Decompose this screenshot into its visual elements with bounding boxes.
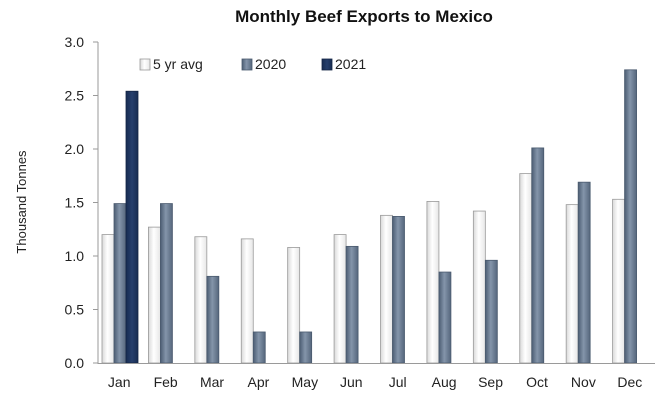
y-tick-label: 3.0 xyxy=(65,34,85,50)
x-tick-label: Mar xyxy=(200,374,224,390)
y-tick-label: 0.5 xyxy=(65,302,85,318)
bar-2020-jan xyxy=(113,203,127,364)
bar-5-yr-avg-nov xyxy=(565,204,579,364)
x-tick-label: Dec xyxy=(617,374,642,390)
x-tick-label: May xyxy=(292,374,318,390)
x-tick-label: Jun xyxy=(340,374,363,390)
bar-2020-aug xyxy=(438,271,452,364)
y-tick-label: 0.0 xyxy=(65,355,85,371)
chart-title: Monthly Beef Exports to Mexico xyxy=(235,7,493,26)
x-tick-label: Jul xyxy=(389,374,407,390)
legend-swatch xyxy=(241,58,253,71)
bar-2020-mar xyxy=(206,275,220,364)
y-tick-label: 2.5 xyxy=(65,88,85,104)
bar-5-yr-avg-jan xyxy=(101,234,115,364)
bars xyxy=(101,69,637,364)
y-tick-label: 2.0 xyxy=(65,141,85,157)
bar-2020-oct xyxy=(531,147,545,364)
bar-5-yr-avg-oct xyxy=(519,173,533,364)
x-tick-label: Nov xyxy=(571,374,596,390)
bar-2021-jan xyxy=(125,90,139,364)
bar-5-yr-avg-sep xyxy=(472,210,486,364)
bar-5-yr-avg-jun xyxy=(333,234,347,364)
y-axis-ticks: 0.0 0.5 1.0 1.5 2.0 2.5 3.0 xyxy=(65,34,98,371)
x-tick-label: Feb xyxy=(154,374,178,390)
x-tick-label: Apr xyxy=(248,374,270,390)
y-axis-label: Thousand Tonnes xyxy=(14,150,29,254)
legend: 5 yr avg 2020 2021 xyxy=(139,56,366,72)
legend-swatch xyxy=(321,58,333,71)
bar-5-yr-avg-dec xyxy=(612,198,625,364)
x-tick-label: Oct xyxy=(526,374,548,390)
x-axis-ticks: Jan Feb Mar Apr May Jun Jul Aug Sep Oct Nov Dec xyxy=(108,374,642,390)
legend-label: 2020 xyxy=(255,56,286,72)
bar-2020-feb xyxy=(160,203,173,364)
x-tick-label: Sep xyxy=(478,374,503,390)
bar-5-yr-avg-jul xyxy=(380,214,393,364)
y-tick-label: 1.0 xyxy=(65,248,85,264)
y-tick-label: 1.5 xyxy=(65,195,85,211)
bar-5-yr-avg-mar xyxy=(194,236,208,364)
bar-2020-dec xyxy=(624,69,637,364)
x-tick-label: Aug xyxy=(432,374,457,390)
bar-5-yr-avg-apr xyxy=(240,238,254,364)
legend-swatch xyxy=(139,58,151,71)
legend-label: 5 yr avg xyxy=(153,56,203,72)
bar-2020-jun xyxy=(345,245,359,364)
bar-2020-may xyxy=(299,331,313,364)
bar-2020-sep xyxy=(484,259,498,364)
bar-5-yr-avg-aug xyxy=(426,201,440,364)
legend-label: 2021 xyxy=(335,56,366,72)
bar-2020-apr xyxy=(252,331,266,364)
bar-2020-jul xyxy=(392,216,405,364)
bar-5-yr-avg-feb xyxy=(148,226,161,364)
x-tick-label: Jan xyxy=(108,374,131,390)
bar-5-yr-avg-may xyxy=(287,247,301,364)
bar-2020-nov xyxy=(577,181,591,364)
